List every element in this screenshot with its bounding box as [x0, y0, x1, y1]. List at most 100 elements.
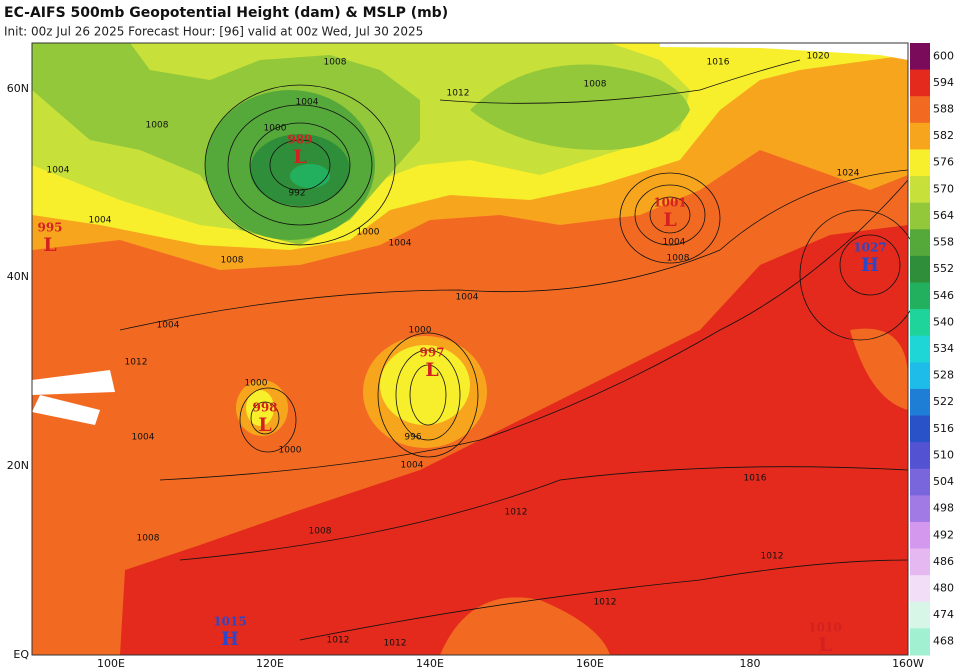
- colorbar-label: 582: [933, 129, 954, 142]
- colorbar-swatch: [910, 43, 930, 71]
- center-symbol: H: [221, 628, 239, 650]
- center-symbol: L: [425, 359, 438, 381]
- longitude-label: 140E: [416, 657, 444, 670]
- isobar-label: 1024: [837, 169, 860, 179]
- center-pressure: 1015: [213, 615, 246, 629]
- colorbar-label: 492: [933, 528, 954, 541]
- isobar-label: 992: [288, 189, 305, 199]
- colorbar-swatch: [910, 282, 930, 310]
- isobar-label: 1008: [324, 58, 347, 68]
- colorbar-label: 510: [933, 448, 954, 461]
- isobar-label: 1004: [401, 461, 424, 471]
- colorbar-label: 588: [933, 103, 954, 116]
- isobar-label: 1008: [137, 534, 160, 544]
- latitude-label: 60N: [7, 82, 29, 95]
- colorbar-label: 534: [933, 342, 954, 355]
- colorbar-swatch: [910, 69, 930, 97]
- colorbar-label: 570: [933, 182, 954, 195]
- isobar-label: 1020: [807, 52, 830, 62]
- labels: 60N 40N 20N EQ 100E 120E 140E 160E 180 160W 1008 10…: [7, 52, 924, 671]
- center-pressure: 1010: [808, 621, 841, 635]
- colorbar-label: 522: [933, 395, 954, 408]
- longitude-label: 120E: [256, 657, 284, 670]
- colorbar-label: 480: [933, 581, 954, 594]
- isobar-label: 1004: [663, 238, 686, 248]
- center-pressure: 1027: [853, 241, 886, 255]
- isobar-label: 1004: [89, 216, 112, 226]
- isobar-label: 1000: [409, 326, 432, 336]
- colorbar-swatch: [910, 362, 930, 390]
- colorbar-swatch: [910, 468, 930, 496]
- colorbar-label: 474: [933, 608, 954, 621]
- colorbar-swatch: [910, 415, 930, 443]
- isobar-label: 1004: [132, 433, 155, 443]
- colorbar-label: 552: [933, 262, 954, 275]
- isobar-label: 1004: [389, 239, 412, 249]
- colorbar-swatch: [910, 96, 930, 124]
- colorbar-label: 564: [933, 209, 954, 222]
- isobar-label: 1016: [744, 474, 767, 484]
- colorbar-label: 600: [933, 49, 954, 62]
- isobar-label: 1012: [761, 552, 784, 562]
- center-pressure: 1001: [653, 196, 686, 210]
- colorbar-label: 486: [933, 555, 954, 568]
- subtitle: Init: 00z Jul 26 2025 Forecast Hour: [96…: [4, 25, 423, 39]
- colorbar-label: 576: [933, 156, 954, 169]
- colorbar-swatch: [910, 309, 930, 337]
- isobar-label: 1008: [309, 527, 332, 537]
- center-pressure: 997: [419, 346, 444, 360]
- colorbar-swatch: [910, 255, 930, 283]
- isobar-label: 1004: [296, 98, 319, 108]
- colorbar-swatch: [910, 149, 930, 177]
- colorbar-swatch: [910, 229, 930, 257]
- colorbar-swatch: [910, 521, 930, 550]
- colorbar-swatch: [910, 122, 930, 150]
- colorbar-label: 594: [933, 76, 954, 89]
- isobars: [119, 59, 921, 641]
- isobar-label: 1012: [594, 598, 617, 608]
- colorbar-label: 528: [933, 369, 954, 382]
- isobar-label: 1012: [505, 508, 528, 518]
- center-pressure: 995: [37, 221, 62, 235]
- colorbar-swatch: [910, 388, 930, 417]
- isobar-label: 1004: [456, 293, 479, 303]
- center-pressure: 998: [252, 401, 277, 415]
- isobar-label: 1004: [47, 166, 70, 176]
- colorbar-swatch: [910, 575, 930, 603]
- colorbar-swatch: [910, 628, 930, 656]
- isobar-label: 1000: [264, 124, 287, 134]
- isobar-label: 1008: [584, 80, 607, 90]
- longitude-label: 180: [740, 657, 761, 670]
- colorbar-label: 546: [933, 289, 954, 302]
- isobar-label: 1008: [667, 254, 690, 264]
- colorbar-swatch: [910, 335, 930, 363]
- longitude-label: 160W: [892, 657, 924, 670]
- colorbar-label: 498: [933, 502, 954, 515]
- isobar-label: 1012: [327, 636, 350, 646]
- isobar-label: 1000: [279, 446, 302, 456]
- longitude-label: 160E: [576, 657, 604, 670]
- isobar-label: 1012: [447, 89, 470, 99]
- colorbar-label: 468: [933, 635, 954, 648]
- colorbar-swatch: [910, 176, 930, 204]
- latitude-label: 20N: [7, 459, 29, 472]
- colorbar: 600 594 588 582 576 570 564 558 552 546 540 534 528 5…: [910, 43, 954, 656]
- isobar-label: 1008: [146, 121, 169, 131]
- center-pressure: 989: [287, 133, 312, 147]
- center-symbol: H: [861, 254, 879, 276]
- center-symbol: L: [293, 146, 306, 168]
- colorbar-swatch: [910, 202, 930, 230]
- colorbar-label: 504: [933, 475, 954, 488]
- colorbar-swatch: [910, 548, 930, 576]
- isobar-label: 1004: [157, 321, 180, 331]
- center-symbol: L: [663, 209, 676, 231]
- isobar-label: 1008: [221, 256, 244, 266]
- map-frame: [31, 42, 909, 656]
- isobar-label: 996: [404, 433, 421, 443]
- height-field: [32, 43, 908, 655]
- colorbar-label: 558: [933, 236, 954, 249]
- center-symbol: L: [818, 634, 831, 656]
- center-symbol: L: [43, 234, 56, 256]
